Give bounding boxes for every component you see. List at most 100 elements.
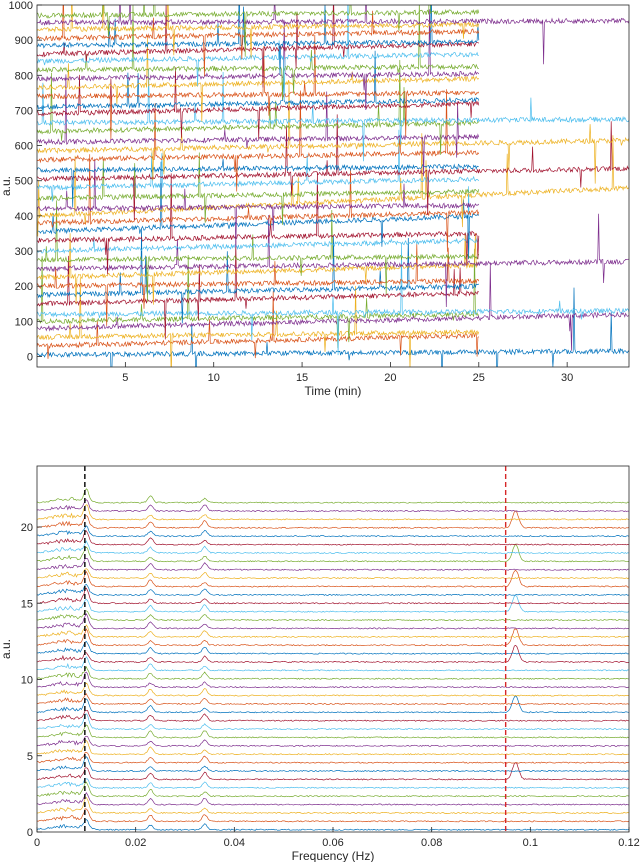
spectrum-line [36, 587, 629, 605]
x-tick-label: 0.02 [125, 837, 146, 849]
time-series-line [37, 129, 480, 202]
spectrum-line [36, 756, 630, 773]
time-series-lines [37, 5, 629, 367]
time-x-axis-label: Time (min) [305, 384, 362, 398]
time-series-line [37, 244, 629, 356]
y-tick-label: 300 [15, 246, 33, 258]
time-y-axis-label: a.u. [0, 176, 13, 196]
spectrum-line [36, 808, 630, 823]
time-series-line [37, 37, 480, 122]
time-series-line [37, 114, 629, 221]
spectrum-line [36, 499, 630, 513]
spectrum-line [37, 724, 630, 739]
time-series-line [37, 172, 480, 275]
time-series-line [37, 277, 480, 367]
y-tick-label: 15 [21, 598, 33, 610]
spectrum-line [36, 624, 630, 638]
time-series-line [37, 74, 480, 177]
time-series-axes-frame [36, 4, 630, 368]
time-series-line [37, 5, 480, 58]
x-tick-label: 30 [561, 372, 573, 384]
time-series-line [37, 34, 480, 140]
spectrum-axes-frame [36, 465, 630, 833]
spectrum-line [37, 671, 630, 689]
time-series-line [37, 287, 629, 367]
spectrum-line [36, 713, 630, 731]
y-tick-label: 5 [27, 751, 33, 763]
spectrum-y-ticks: 0 5 10 15 20 [21, 522, 42, 839]
time-series-line [37, 80, 629, 184]
y-tick-label: 800 [15, 70, 33, 82]
y-tick-label: 0 [27, 827, 33, 839]
spectrum-line [36, 628, 630, 647]
x-tick-label: 0.08 [421, 837, 442, 849]
spectrum-line [36, 640, 630, 655]
spectrum-line [36, 558, 630, 571]
spectrum-line [37, 752, 630, 764]
time-series-line [37, 186, 480, 254]
spectrum-lines [36, 488, 630, 831]
x-tick-label: 5 [122, 372, 128, 384]
spectrum-line [36, 504, 630, 521]
frequency-x-axis-label: Frequency (Hz) [292, 849, 375, 862]
frequency-x-ticks: 0 0.02 0.04 0.06 0.08 0.1 0.12 [34, 827, 640, 849]
time-series-panel: 5 10 15 20 25 30 0 100 200 300 400 500 600 700 800 900… [0, 0, 630, 398]
x-tick-label: 0.1 [523, 837, 538, 849]
time-series-line [37, 5, 479, 88]
spectrum-line [36, 735, 630, 747]
y-tick-label: 900 [15, 35, 33, 47]
spectrum-reference-lines [84, 466, 507, 832]
time-y-ticks: 0 100 200 300 400 500 600 700 800 900 1000 [9, 0, 42, 363]
y-tick-label: 400 [15, 211, 33, 223]
time-series-line [37, 89, 480, 192]
spectrum-line [36, 510, 630, 529]
time-series-line [37, 5, 629, 65]
time-series-line [37, 5, 480, 77]
time-series-line [37, 213, 629, 308]
y-tick-label: 600 [15, 141, 33, 153]
y-tick-label: 0 [27, 351, 33, 363]
time-series-line [37, 158, 479, 208]
time-series-line [37, 154, 480, 252]
time-series-line [37, 291, 480, 359]
spectrum-line [36, 594, 630, 613]
spectrum-line [36, 613, 630, 630]
x-tick-label: 0.04 [224, 837, 245, 849]
spectrum-line [36, 488, 630, 504]
spectrum-panel: 0 0.02 0.04 0.06 0.08 0.1 0.12 0 5 10 15 20 Freque… [0, 465, 640, 862]
spectrum-line [36, 583, 630, 596]
x-tick-label: 15 [296, 372, 308, 384]
spectrum-line [36, 762, 630, 781]
y-tick-label: 1000 [9, 0, 33, 12]
time-series-line [37, 50, 480, 111]
spectrum-line [36, 540, 630, 554]
spectrum-line [36, 781, 630, 798]
spectrum-line [36, 682, 630, 697]
time-series-line [37, 200, 480, 302]
x-tick-label: 0.06 [322, 837, 343, 849]
time-series-line [37, 243, 480, 326]
y-tick-label: 500 [15, 176, 33, 188]
time-series-line [37, 158, 480, 248]
spectrum-line [37, 610, 630, 622]
spectrum-y-axis-label: a.u. [0, 639, 13, 659]
spectrum-line [36, 543, 630, 563]
spectrum-line [36, 693, 630, 705]
time-series-line [37, 5, 480, 75]
spectrum-line [36, 796, 630, 814]
x-tick-label: 0.12 [618, 837, 639, 849]
spectrum-line [36, 656, 630, 672]
time-x-ticks: 5 10 15 20 25 30 [122, 362, 573, 384]
time-series-line [37, 152, 480, 225]
y-tick-label: 100 [15, 316, 33, 328]
spectrum-line [36, 644, 629, 664]
spectrum-line [36, 568, 630, 580]
spectrum-line [36, 792, 630, 806]
y-tick-label: 700 [15, 105, 33, 117]
time-series-line [37, 240, 480, 340]
x-tick-label: 10 [208, 372, 220, 384]
time-series-line [37, 232, 480, 305]
spectrum-line [36, 740, 629, 756]
spectrum-line [37, 695, 630, 714]
